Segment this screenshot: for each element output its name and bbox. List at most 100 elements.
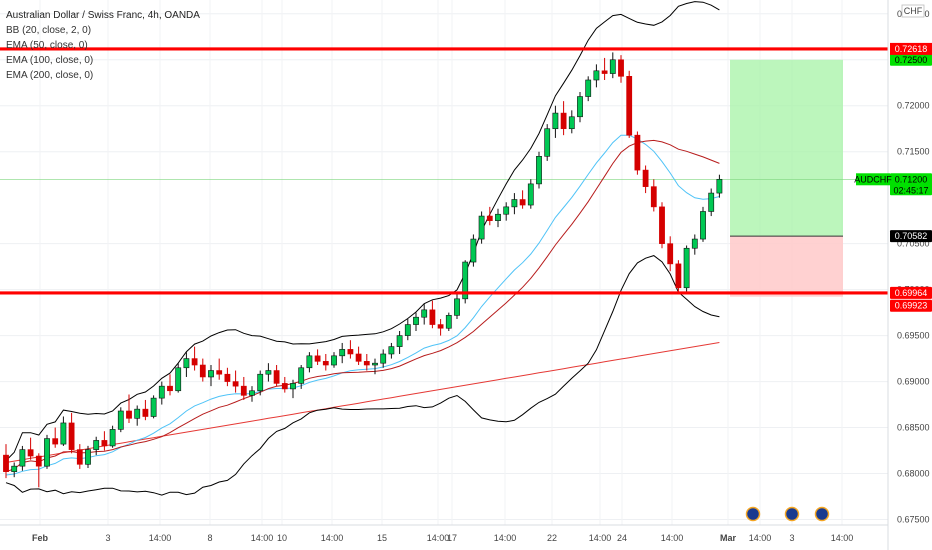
candle-body [462,261,469,300]
candle-body [216,370,223,375]
candle [142,399,149,421]
indicators [5,1,720,496]
y-tick-label: 0.70500 [897,239,930,249]
candle-body [257,373,264,392]
y-tick-label: 0.72000 [897,101,930,111]
candle-body [199,364,206,378]
y-tick-label: 0.68000 [897,469,930,479]
candle [355,346,362,366]
candle-body [93,440,100,450]
candle [454,294,460,320]
candle [626,70,633,138]
candle [331,352,337,368]
candle-body [298,367,305,384]
candle-body [183,358,190,369]
candle-body [659,206,665,244]
candle [511,193,518,215]
candle [232,370,239,393]
price-tag-level [890,42,932,55]
x-tick-label: Mar [720,533,737,543]
candle [462,260,469,304]
candle-body [388,346,395,355]
candle [388,342,395,359]
candle-body [609,59,616,74]
candle [503,202,510,221]
candles [3,52,723,488]
candle [35,453,42,488]
candle [76,444,83,469]
candle [708,188,715,217]
candle [249,386,255,402]
candle [109,425,116,448]
candle-body [265,370,272,375]
candle [478,211,485,244]
y-tick-label: 0.71500 [897,147,930,157]
price-tag-current [890,173,932,196]
event-flag-icon [745,506,761,522]
candle-body [413,316,419,325]
x-tick-label: 8 [207,533,212,543]
event-flag-icon [814,506,830,522]
candle-body [314,355,321,362]
y-tick-label: 0.67500 [897,514,930,524]
candle-body [700,211,706,240]
candle [216,358,223,380]
x-tick-label: Feb [32,533,49,543]
candle [306,352,313,373]
candle-body [3,454,9,472]
candle [60,416,67,446]
symbol-tag [856,173,890,186]
candle [265,363,272,382]
candle-body [454,298,460,316]
candle-body [363,361,370,366]
candle-body [191,358,198,366]
candle-body [601,70,608,74]
candle [683,245,690,292]
position-zones [0,59,888,297]
candle-body [35,455,42,467]
candle-body [355,353,362,362]
candle [175,363,182,393]
candle [44,434,50,469]
price-tag-target [890,53,932,66]
candle-body [527,183,534,206]
candle-body [290,383,296,390]
legend-indicator-ema100: EMA (100, close, 0) [6,55,94,66]
legend-indicator-bb: BB (20, close, 2, 0) [6,25,92,36]
candle [577,91,583,123]
x-tick-label: 3 [789,533,794,543]
candle-body [478,215,485,240]
candle [208,365,214,387]
candle [667,236,674,272]
price-tag-label: 0.71200 [895,174,928,184]
candle-body [167,385,173,392]
candle [199,358,206,382]
candle-body [101,440,108,447]
candle-body [421,309,428,318]
candle [380,349,387,368]
candle [618,55,624,83]
horizontal-levels [0,47,888,295]
candle-body [445,315,452,329]
candle [290,379,296,399]
x-tick-label: 14:00 [251,533,274,543]
candle-body [60,422,67,445]
candle [240,376,247,400]
candle-body [429,309,436,325]
candle [700,206,706,242]
candle [372,358,378,375]
candle-body [675,263,682,289]
candle-body [552,112,559,130]
candle [158,381,165,405]
price-tag-label: 0.70582 [895,231,928,241]
candle-body [593,70,600,81]
candle-body [650,186,657,208]
candle [544,124,551,161]
candle-body [109,429,116,447]
candle [167,374,173,396]
candle-body [52,438,59,445]
candle [257,370,264,396]
candle [404,319,411,341]
